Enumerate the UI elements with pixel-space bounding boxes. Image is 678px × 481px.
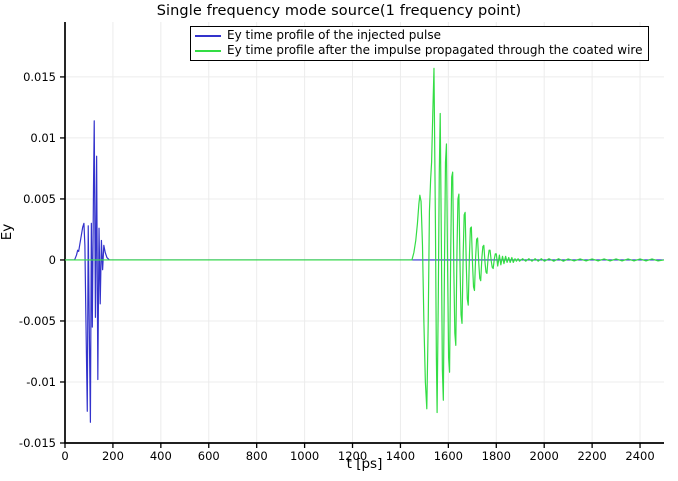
x-tick-label: 1200 [338,449,367,463]
x-axis-label: t [ps] [346,456,383,472]
legend-item: Ey time profile of the injected pulse [195,28,642,43]
legend-label: Ey time profile of the injected pulse [227,28,441,42]
x-tick-label: 1800 [482,449,511,463]
x-tick-label: 200 [102,449,124,463]
x-tick-label: 1400 [386,449,415,463]
x-tick-label: 2000 [530,449,559,463]
legend-line-sample-green [195,49,221,52]
y-tick-label: -0.005 [19,314,56,328]
x-tick-label: 600 [198,449,220,463]
series-line-1 [65,67,665,414]
x-tick-label: 2200 [577,449,606,463]
y-tick-label: -0.015 [19,436,56,450]
x-tick-label: 2400 [625,449,654,463]
legend-item: Ey time profile after the impulse propag… [195,43,642,58]
y-axis-label: Ey [0,223,15,241]
x-tick-label: 400 [150,449,172,463]
series-line-0 [65,120,664,423]
legend-line-sample-blue [195,34,221,37]
y-tick-label: 0.01 [30,131,56,145]
x-tick-label: 1000 [290,449,319,463]
y-tick-label: 0 [49,253,56,267]
x-tick-label: 1600 [434,449,463,463]
legend: Ey time profile of the injected pulse Ey… [190,26,650,61]
x-tick-label: 0 [61,449,68,463]
x-tick-label: 800 [246,449,268,463]
legend-label: Ey time profile after the impulse propag… [227,43,643,57]
y-tick-label: 0.015 [23,70,56,84]
chart-title: Single frequency mode source(1 frequency… [156,3,522,19]
y-tick-label: -0.01 [26,375,56,389]
y-tick-label: 0.005 [23,192,56,206]
